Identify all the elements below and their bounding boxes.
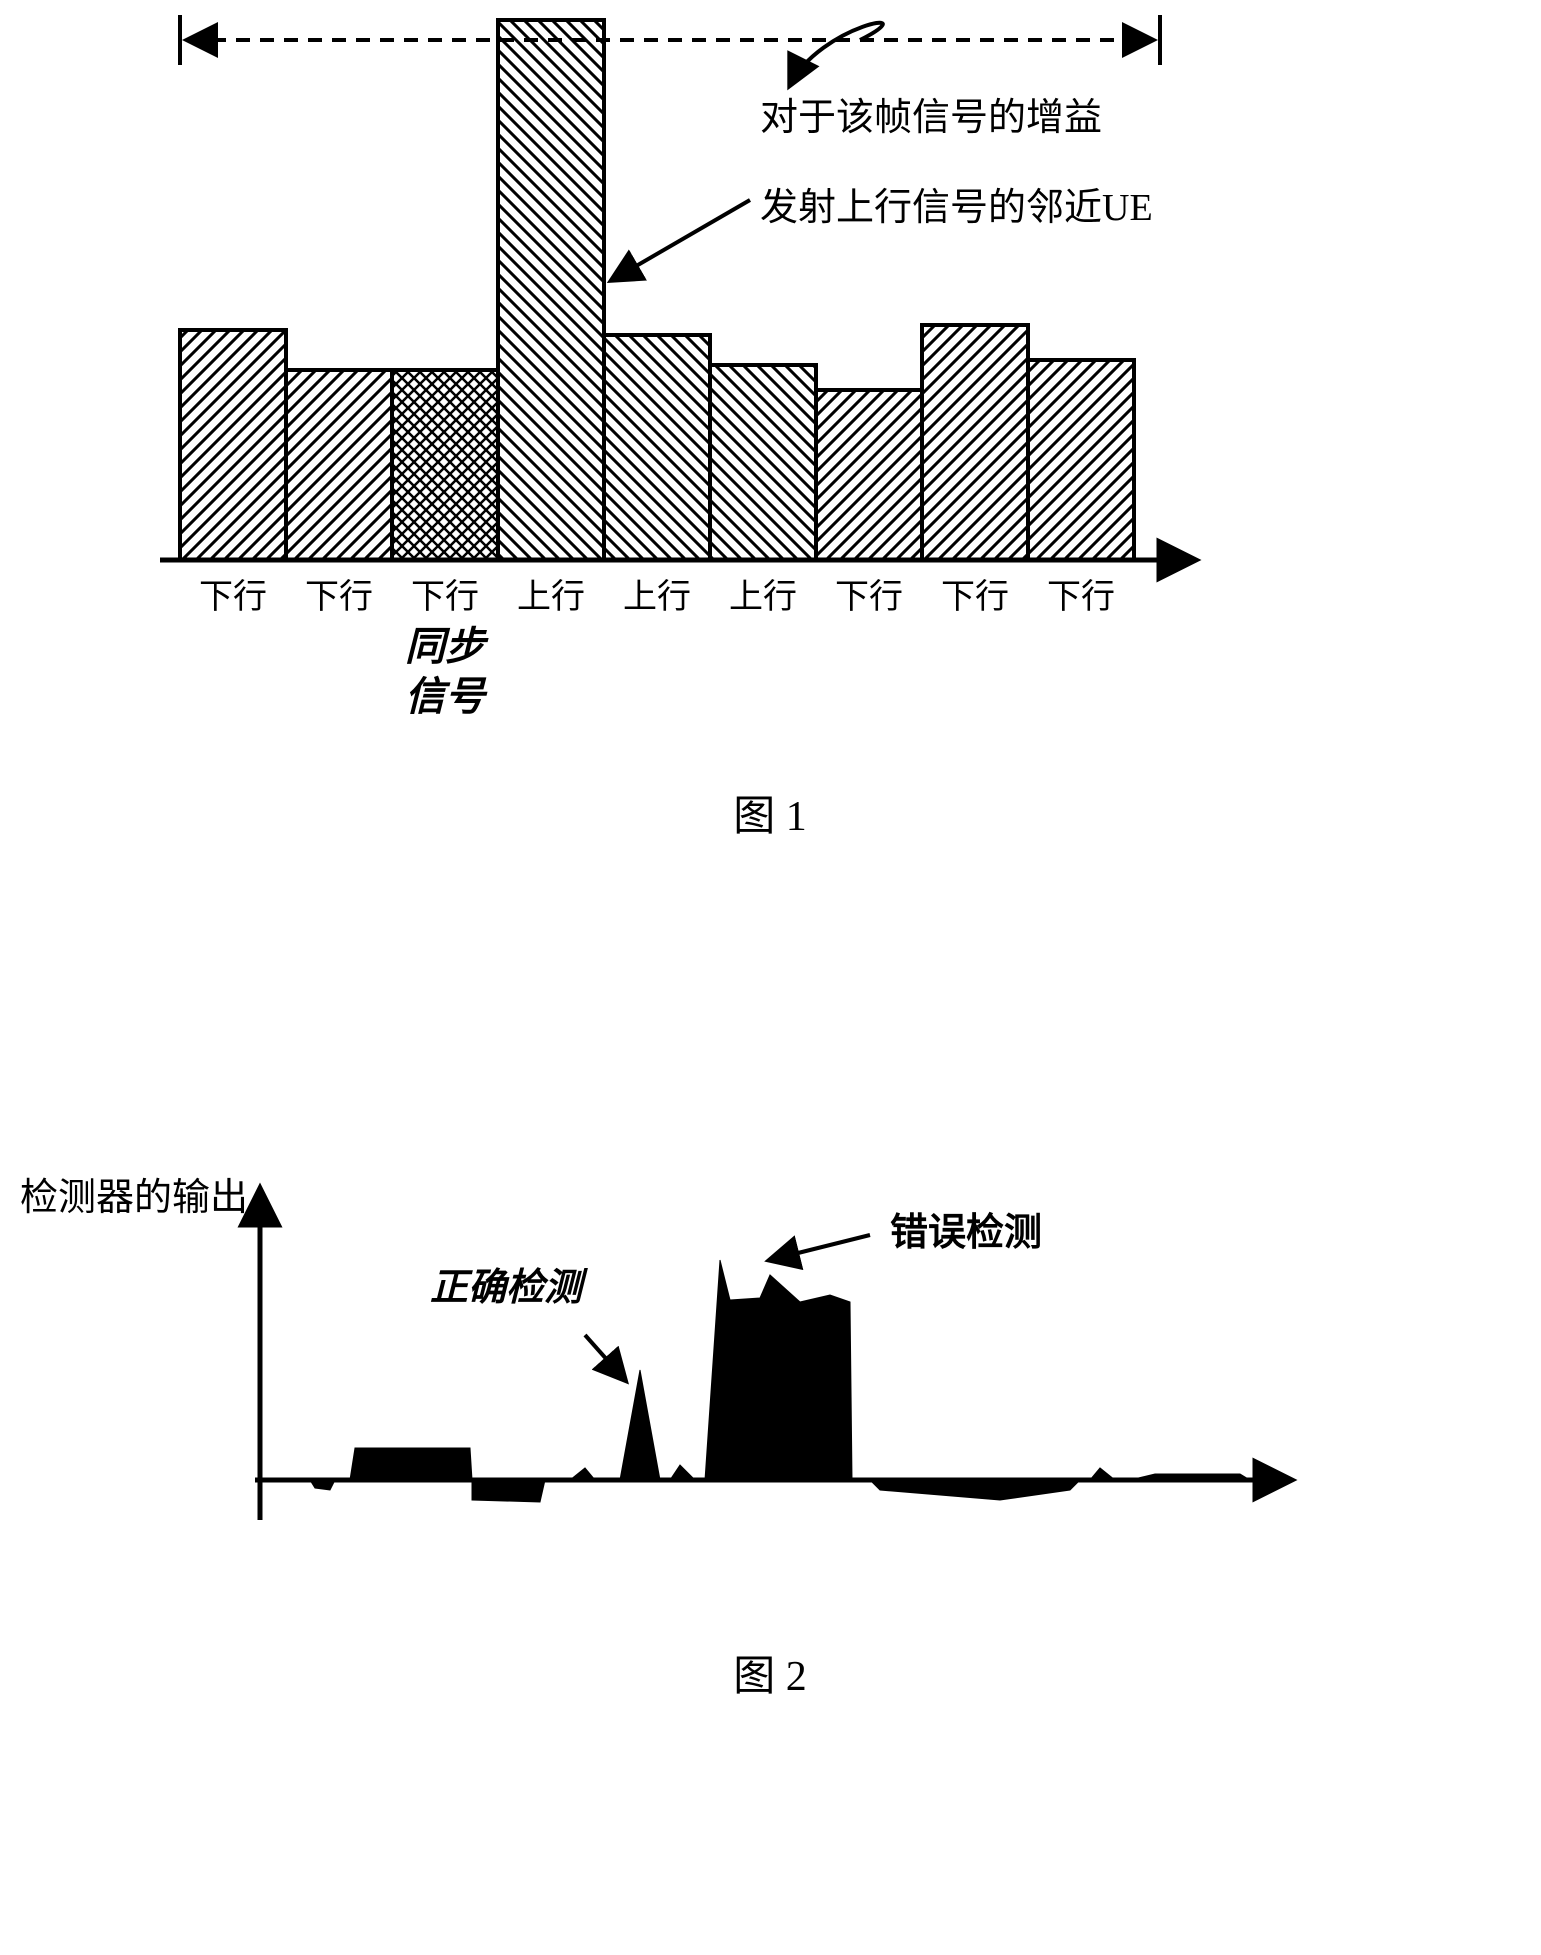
ue-annotation: 发射上行信号的邻近UE [760, 187, 1153, 229]
bar-3 [498, 20, 604, 560]
bar-label-3: 上行 [517, 578, 585, 616]
bar-1 [286, 370, 392, 560]
bar-label-6: 下行 [835, 578, 903, 616]
sync-label-1: 同步 [405, 624, 489, 669]
bar-6 [816, 390, 922, 560]
detector-output-waveform [260, 1260, 1290, 1502]
correct-detect-label: 正确检测 [430, 1267, 588, 1309]
bar-label-0: 下行 [199, 578, 267, 616]
bar-label-1: 下行 [305, 578, 373, 616]
bar-label-7: 下行 [941, 578, 1009, 616]
bar-5 [710, 365, 816, 560]
bar-8 [1028, 360, 1134, 560]
bar-7 [922, 325, 1028, 560]
sync-label-2: 信号 [405, 674, 488, 719]
y-axis-label: 检测器的输出 [20, 1177, 248, 1219]
bar-label-2: 下行 [411, 578, 479, 616]
figure-1: 对于该帧信号的增益 发射上行信号的邻近UE 同步 信号 下行下行下行上行上行上行… [0, 0, 1541, 900]
bar-0 [180, 330, 286, 560]
figure-2-caption: 图 2 [733, 1654, 807, 1700]
error-detect-label: 错误检测 [890, 1212, 1042, 1254]
gain-annotation: 对于该帧信号的增益 [760, 97, 1102, 139]
bar-label-4: 上行 [623, 578, 691, 616]
bar-4 [604, 335, 710, 560]
bar-label-5: 上行 [729, 578, 797, 616]
bar-2 [392, 370, 498, 560]
bar-label-8: 下行 [1047, 578, 1115, 616]
figure-2: 检测器的输出 正确检测 错误检测 图 2 [0, 1130, 1541, 1830]
figure-1-caption: 图 1 [733, 794, 807, 840]
